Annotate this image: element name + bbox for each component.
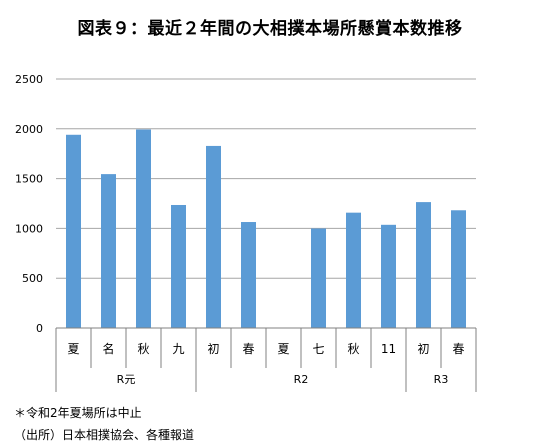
- x-tick-label: 名: [102, 341, 114, 356]
- y-tick-label: 2500: [15, 73, 43, 86]
- bar: [451, 210, 466, 328]
- bar: [311, 228, 326, 328]
- note-cancelled: ＊令和2年夏場所は中止: [14, 406, 142, 420]
- y-tick-label: 0: [36, 322, 43, 335]
- bar: [171, 204, 186, 328]
- chart-title: 図表９：最近２年間の大相撲本場所懸賞本数推移: [77, 19, 463, 39]
- y-tick-label: 1000: [15, 222, 43, 235]
- note-source: （出所）日本相撲協会、各種報道: [14, 428, 195, 442]
- group-label: R元: [117, 373, 136, 386]
- y-tick-label: 2000: [15, 123, 43, 136]
- x-tick-label: 春: [242, 342, 254, 356]
- x-tick-label: 初: [207, 342, 219, 356]
- group-label: R3: [434, 373, 449, 386]
- bar: [66, 134, 81, 328]
- bar: [101, 174, 116, 328]
- bar: [206, 145, 221, 328]
- x-tick-label: 初: [417, 342, 429, 356]
- group-label: R2: [294, 373, 309, 386]
- bar: [136, 129, 151, 328]
- bar: [346, 212, 361, 328]
- x-tick-label: 秋: [347, 342, 359, 356]
- x-tick-label: 七: [312, 342, 324, 356]
- y-tick-label: 1500: [15, 173, 43, 186]
- x-tick-label: 夏: [67, 342, 79, 356]
- x-tick-label: 夏: [277, 342, 289, 356]
- x-tick-label: 春: [452, 342, 464, 356]
- bar: [381, 224, 396, 328]
- x-tick-label: 11: [381, 342, 396, 356]
- y-tick-label: 500: [22, 272, 43, 285]
- x-tick-label: 秋: [137, 342, 149, 356]
- bar: [416, 202, 431, 328]
- x-tick-label: 九: [172, 342, 184, 356]
- bar: [241, 222, 256, 328]
